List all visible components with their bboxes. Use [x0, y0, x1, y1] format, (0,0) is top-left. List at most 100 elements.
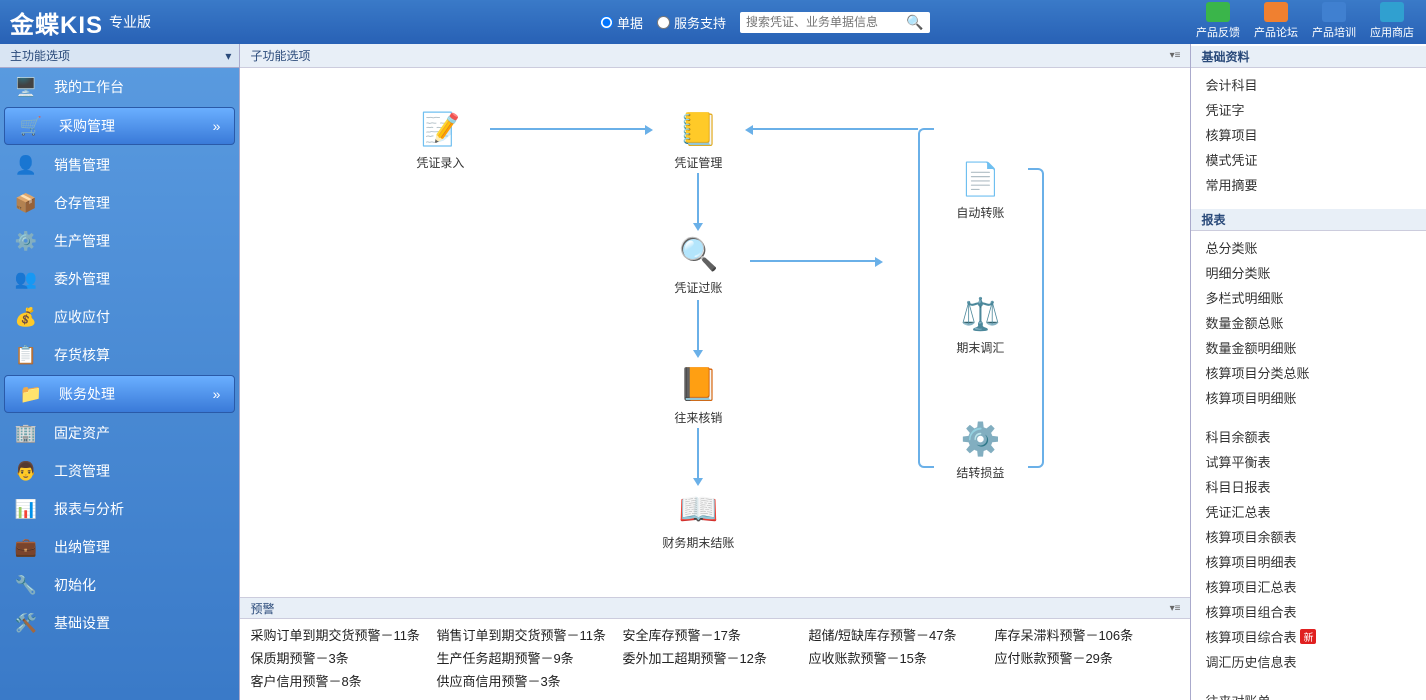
search-input[interactable] [746, 15, 906, 29]
nav-item[interactable]: 🛠️基础设置 [0, 604, 239, 642]
app-header: 金蝶KIS 专业版 单据 服务支持 🔍 产品反馈产品论坛产品培训应用商店 [0, 0, 1426, 44]
header-link[interactable]: 产品反馈 [1190, 2, 1246, 40]
rb-item[interactable]: 核算项目余额表 [1205, 524, 1426, 549]
workflow-canvas: 📝凭证录入 📒凭证管理 📄自动转账 🔍凭证过账 ⚖️期末调汇 📙往来核销 ⚙️结… [240, 68, 1190, 597]
nav-icon: 🛠️ [12, 609, 40, 637]
nav-icon: 📦 [12, 189, 40, 217]
bracket-right [1028, 168, 1044, 468]
nav-icon: 🔧 [12, 571, 40, 599]
arrow [490, 128, 650, 130]
alert-item[interactable]: 保质期预警－3条 [250, 648, 436, 667]
nav-icon: 🏢 [12, 419, 40, 447]
rb-item[interactable]: 数量金额总账 [1205, 310, 1426, 335]
alert-item[interactable]: 采购订单到期交货预警－11条 [250, 625, 436, 644]
rb-item[interactable]: 往来对账单 [1205, 688, 1426, 700]
rb-item[interactable]: 科目余额表 [1205, 424, 1426, 449]
wf-recon[interactable]: 📙往来核销 [658, 363, 738, 426]
wf-period-close[interactable]: 📖财务期末结账 [658, 488, 738, 551]
rb-item[interactable]: 核算项目 [1205, 122, 1426, 147]
nav-icon: ⚙️ [12, 227, 40, 255]
rb-item[interactable]: 核算项目分类总账 [1205, 360, 1426, 385]
nav-item[interactable]: 👨工资管理 [0, 452, 239, 490]
wf-voucher-post[interactable]: 🔍凭证过账 [658, 233, 738, 296]
nav-item[interactable]: 👥委外管理 [0, 260, 239, 298]
search-box: 🔍 [740, 12, 930, 33]
rb-item[interactable]: 核算项目综合表新 [1205, 624, 1426, 649]
arrow [750, 260, 880, 262]
rb-item[interactable]: 模式凭证 [1205, 147, 1426, 172]
header-link[interactable]: 应用商店 [1364, 2, 1420, 40]
header-link[interactable]: 产品培训 [1306, 2, 1362, 40]
nav-item[interactable]: 💰应收应付 [0, 298, 239, 336]
nav-icon: 👨 [12, 457, 40, 485]
rb-item[interactable]: 核算项目汇总表 [1205, 574, 1426, 599]
rb-item[interactable]: 多栏式明细账 [1205, 285, 1426, 310]
nav-item[interactable]: 📁账务处理» [4, 375, 235, 413]
nav-item[interactable]: 📋存货核算 [0, 336, 239, 374]
rb-item[interactable]: 核算项目组合表 [1205, 599, 1426, 624]
wf-voucher-entry[interactable]: 📝凭证录入 [400, 108, 480, 171]
rb-report-list: 总分类账明细分类账多栏式明细账数量金额总账数量金额明细账核算项目分类总账核算项目… [1191, 231, 1426, 420]
alert-item[interactable]: 客户信用预警－8条 [250, 671, 436, 690]
arrow [748, 128, 918, 130]
nav-icon: 📁 [17, 380, 45, 408]
center-panel: 子功能选项▾≡ 📝凭证录入 📒凭证管理 📄自动转账 🔍凭证过账 ⚖️期末调汇 📙… [239, 44, 1191, 700]
rb-item[interactable]: 常用摘要 [1205, 172, 1426, 197]
sidebar: 主功能选项 🖥️我的工作台🛒采购管理»👤销售管理📦仓存管理⚙️生产管理👥委外管理… [0, 44, 239, 700]
nav-item[interactable]: 🖥️我的工作台 [0, 68, 239, 106]
nav-item[interactable]: ⚙️生产管理 [0, 222, 239, 260]
nav-icon: 👥 [12, 265, 40, 293]
wf-profit-loss[interactable]: ⚙️结转损益 [940, 418, 1020, 481]
edition: 专业版 [109, 12, 151, 32]
rb-item[interactable]: 明细分类账 [1205, 260, 1426, 285]
wf-period-adj[interactable]: ⚖️期末调汇 [940, 293, 1020, 356]
center-title: 子功能选项▾≡ [240, 44, 1190, 68]
alert-item[interactable]: 委外加工超期预警－12条 [622, 648, 808, 667]
alert-item[interactable]: 应收账款预警－15条 [808, 648, 994, 667]
search-icon[interactable]: 🔍 [906, 14, 923, 31]
rightbar: 基础资料 会计科目凭证字核算项目模式凭证常用摘要 报表 总分类账明细分类账多栏式… [1191, 44, 1426, 700]
alert-item[interactable]: 库存呆滞料预警－106条 [994, 625, 1180, 644]
nav-item[interactable]: 📊报表与分析 [0, 490, 239, 528]
rb-item[interactable]: 调汇历史信息表 [1205, 649, 1426, 674]
radio-support[interactable]: 服务支持 [657, 13, 726, 32]
wf-auto-transfer[interactable]: 📄自动转账 [940, 158, 1020, 221]
alert-item[interactable]: 销售订单到期交货预警－11条 [436, 625, 622, 644]
alert-item[interactable]: 超储/短缺库存预警－47条 [808, 625, 994, 644]
alerts-list: 采购订单到期交货预警－11条销售订单到期交货预警－11条安全库存预警－17条超储… [240, 619, 1190, 700]
arrow [697, 428, 699, 483]
alert-item[interactable]: 安全库存预警－17条 [622, 625, 808, 644]
alert-item[interactable]: 应付账款预警－29条 [994, 648, 1180, 667]
nav-item[interactable]: 👤销售管理 [0, 146, 239, 184]
nav-item[interactable]: 🛒采购管理» [4, 107, 235, 145]
nav-icon: 🛒 [17, 112, 45, 140]
rb-item[interactable]: 科目日报表 [1205, 474, 1426, 499]
rb-item[interactable]: 试算平衡表 [1205, 449, 1426, 474]
nav-item[interactable]: 💼出纳管理 [0, 528, 239, 566]
rb-report-list2: 科目余额表试算平衡表科目日报表凭证汇总表核算项目余额表核算项目明细表核算项目汇总… [1191, 420, 1426, 684]
header-link[interactable]: 产品论坛 [1248, 2, 1304, 40]
nav-icon: 💼 [12, 533, 40, 561]
rb-item[interactable]: 数量金额明细账 [1205, 335, 1426, 360]
rb-item[interactable]: 核算项目明细表 [1205, 549, 1426, 574]
rb-item[interactable]: 凭证汇总表 [1205, 499, 1426, 524]
rb-item[interactable]: 核算项目明细账 [1205, 385, 1426, 410]
rb-basic-list: 会计科目凭证字核算项目模式凭证常用摘要 [1191, 68, 1426, 207]
nav-item[interactable]: 🏢固定资产 [0, 414, 239, 452]
arrow [697, 173, 699, 228]
nav-item[interactable]: 📦仓存管理 [0, 184, 239, 222]
radio-doc[interactable]: 单据 [600, 13, 643, 32]
alert-item[interactable]: 生产任务超期预警－9条 [436, 648, 622, 667]
header-center: 单据 服务支持 🔍 [600, 12, 930, 33]
alerts-title: 预警▾≡ [240, 597, 1190, 619]
logo: 金蝶KIS [10, 5, 103, 40]
nav-icon: 📊 [12, 495, 40, 523]
rb-basic-title: 基础资料 [1191, 46, 1426, 68]
arrow [697, 300, 699, 355]
alert-item[interactable]: 供应商信用预警－3条 [436, 671, 622, 690]
nav-item[interactable]: 🔧初始化 [0, 566, 239, 604]
rb-item[interactable]: 总分类账 [1205, 235, 1426, 260]
rb-item[interactable]: 凭证字 [1205, 97, 1426, 122]
rb-item[interactable]: 会计科目 [1205, 72, 1426, 97]
wf-voucher-manage[interactable]: 📒凭证管理 [658, 108, 738, 171]
